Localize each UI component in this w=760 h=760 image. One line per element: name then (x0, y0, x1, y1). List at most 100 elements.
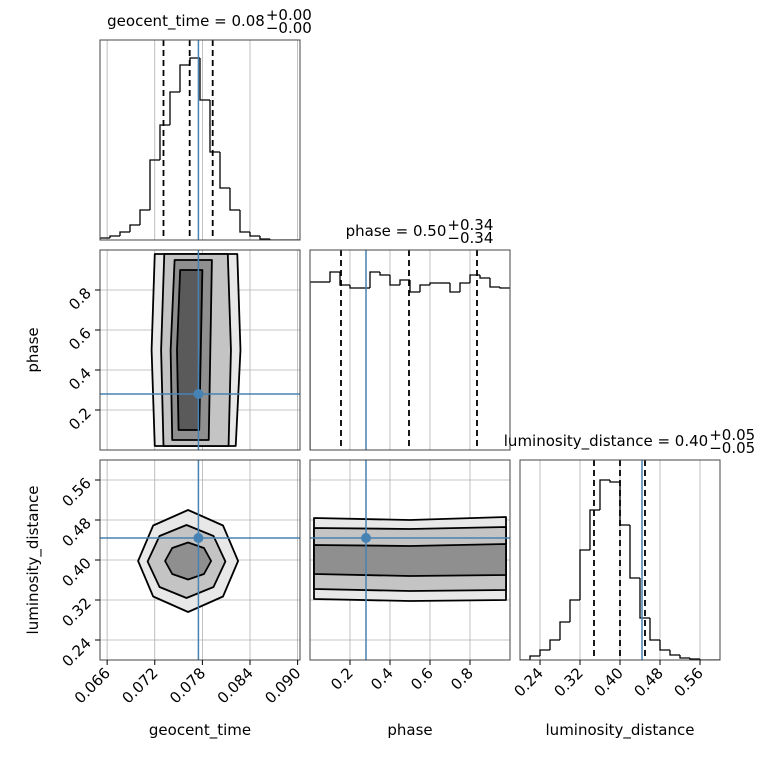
histogram-bin (579, 549, 590, 600)
histogram-bin (549, 639, 560, 650)
panel (520, 460, 720, 660)
histogram-bin (229, 188, 240, 211)
histogram-bin (409, 280, 420, 293)
histogram-bin (379, 272, 390, 276)
histogram-bin (369, 271, 380, 288)
x-tick-label: 0.48 (630, 664, 666, 700)
x-tick-label: 0.24 (510, 664, 546, 700)
histogram-bin (139, 209, 150, 225)
truth-point (193, 533, 204, 543)
histogram-bin (399, 279, 410, 285)
histogram-bin (659, 640, 670, 651)
panel (310, 460, 510, 660)
panel (100, 460, 300, 660)
panel-frame (309, 249, 511, 451)
y-axis-label: phase (24, 327, 42, 372)
histogram-bin (539, 649, 550, 656)
x-axis-label: geocent_time (149, 721, 251, 740)
panel (100, 250, 300, 450)
histogram-bin (459, 282, 470, 292)
truth-point (361, 533, 371, 543)
panel-frame (99, 249, 301, 451)
panel-title: geocent_time = 0.08 (107, 12, 265, 31)
histogram-bin (599, 479, 610, 510)
histogram-bin (639, 578, 650, 619)
histogram-bin (209, 100, 220, 153)
histogram-bin (179, 64, 190, 92)
histogram-bin (589, 509, 600, 550)
histogram-bin (159, 124, 170, 160)
title-lower: −0.05 (709, 439, 755, 457)
y-tick-label: 0.40 (58, 554, 94, 590)
y-tick-label: 0.48 (58, 514, 94, 550)
title-upper: +0.05 (709, 426, 755, 444)
histogram-bin (489, 278, 500, 288)
histogram-bin (329, 271, 340, 282)
x-tick-label: 0.084 (214, 664, 257, 707)
x-tick-label: 0.090 (261, 664, 304, 707)
x-tick-label: 0.066 (71, 664, 114, 707)
histogram-bin (569, 599, 580, 622)
x-axis-label: luminosity_distance (546, 721, 695, 740)
contour (164, 541, 213, 581)
histogram-bin (419, 284, 430, 292)
title-upper: +0.34 (447, 216, 493, 234)
histogram-bin (249, 232, 260, 237)
y-tick-label: 0.4 (65, 364, 95, 394)
histogram-bin (259, 236, 270, 240)
histogram-bin (529, 655, 540, 660)
histogram-bin (499, 287, 510, 289)
histogram-bin (699, 659, 710, 660)
histogram-bin (310, 281, 320, 450)
truth-point (193, 389, 204, 399)
histogram-bin (559, 621, 570, 640)
x-tick-label: 0.072 (118, 664, 161, 707)
histogram-bin (100, 237, 110, 240)
histogram-bin (449, 283, 460, 293)
y-tick-label: 0.24 (58, 634, 94, 670)
histogram-bin (349, 285, 360, 289)
histogram-bin (199, 58, 210, 101)
histogram-bin (649, 618, 660, 641)
x-tick-label: 0.40 (590, 664, 626, 700)
y-tick-label: 0.56 (58, 474, 94, 510)
x-tick-label: 0.56 (670, 664, 706, 700)
x-axis-label: phase (387, 721, 432, 739)
panel-title: phase = 0.50 (346, 222, 447, 240)
histogram-bin (219, 152, 230, 189)
panel-title: luminosity_distance = 0.40 (504, 432, 708, 451)
histogram-bin (149, 159, 160, 210)
x-tick-label: 0.32 (550, 664, 586, 700)
x-tick-label: 0.4 (367, 664, 397, 694)
title-lower: −0.34 (447, 229, 493, 247)
histogram-bin (679, 655, 690, 659)
histogram-bin (119, 231, 130, 236)
y-tick-label: 0.32 (58, 594, 94, 630)
histogram-bin (339, 272, 350, 286)
y-tick-label: 0.2 (65, 404, 95, 434)
panel (100, 40, 300, 240)
panel-frame (309, 459, 511, 661)
histogram-bin (429, 282, 440, 285)
title-lower: −0.00 (266, 19, 312, 37)
histogram-bin (239, 210, 250, 233)
histogram-bin (609, 480, 620, 483)
y-tick-label: 0.6 (65, 324, 95, 354)
histogram-bin (169, 91, 180, 125)
histogram-bin (389, 275, 400, 286)
histogram-bin (109, 235, 120, 238)
histogram-bin (689, 658, 700, 660)
panel (310, 250, 510, 450)
histogram-bin (629, 525, 640, 579)
contour (313, 543, 507, 577)
x-tick-label: 0.6 (407, 664, 437, 694)
panel-frame (99, 39, 301, 241)
histogram-bin (669, 650, 680, 656)
histogram-bin (469, 274, 480, 283)
histogram-bin (129, 224, 140, 232)
x-tick-label: 0.2 (327, 664, 357, 694)
histogram-bin (479, 275, 490, 279)
histogram-bin (269, 239, 280, 240)
y-tick-label: 0.8 (65, 284, 95, 314)
